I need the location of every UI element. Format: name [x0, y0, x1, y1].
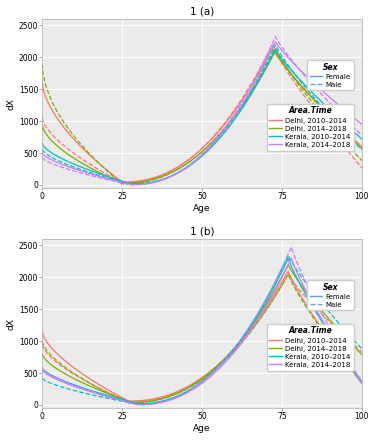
Legend: Delhi, 2010–2014, Delhi, 2014–2018, Kerala, 2010–2014, Kerala, 2014–2018: Delhi, 2010–2014, Delhi, 2014–2018, Kera… — [267, 104, 353, 150]
Title: 1 (b): 1 (b) — [190, 227, 214, 237]
X-axis label: Age: Age — [193, 424, 211, 433]
Legend: Delhi, 2010–2014, Delhi, 2014–2018, Kerala, 2010–2014, Kerala, 2014–2018: Delhi, 2010–2014, Delhi, 2014–2018, Kera… — [267, 324, 353, 370]
X-axis label: Age: Age — [193, 204, 211, 213]
Title: 1 (a): 1 (a) — [190, 7, 214, 17]
Y-axis label: dX: dX — [7, 98, 16, 110]
Y-axis label: dX: dX — [7, 318, 16, 330]
